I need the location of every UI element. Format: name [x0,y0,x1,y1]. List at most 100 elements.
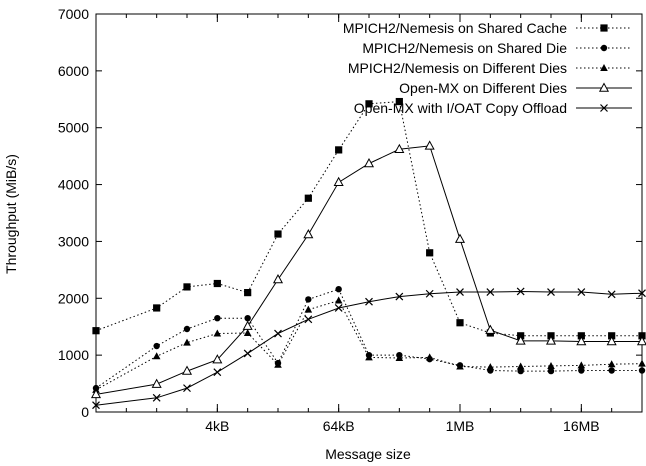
series-4 [90,140,646,399]
legend-label: MPICH2/Nemesis on Shared Die [362,40,567,56]
data-point [214,314,221,322]
data-point [303,229,314,239]
data-point [486,363,495,371]
data-point [395,353,404,361]
data-point [152,393,161,402]
data-point [456,362,464,370]
x-tick-label: 16MB [563,418,600,434]
data-point [426,249,434,257]
data-point [547,288,555,296]
x-axis: 4kB 64kB 1MB 16MB [95,14,643,434]
data-point [304,305,313,313]
data-point [152,352,161,360]
legend-marker [600,24,608,32]
data-point [485,324,496,334]
series-line [95,290,643,406]
data-point [183,384,191,393]
data-point [638,359,646,367]
data-point [608,332,616,340]
data-point [456,288,464,296]
data-point [92,327,100,335]
y-axis: 0 1000 2000 3000 4000 5000 6000 7000 [58,6,642,420]
data-point [305,296,312,303]
data-point [242,320,253,330]
data-point [244,314,251,322]
series-line [95,101,642,337]
data-point [545,335,557,345]
y-tick-label: 5000 [58,120,89,136]
data-point [333,176,344,186]
data-point [183,338,191,346]
series-5 [92,287,646,410]
data-point [365,353,373,361]
data-point [365,297,373,306]
data-point [213,329,222,337]
data-point [424,140,435,150]
x-tick-label: 64kB [323,418,355,434]
data-point [578,367,585,374]
data-point [606,335,617,346]
data-point [365,100,373,108]
y-axis-label: Throughput (MiB/s) [3,154,19,274]
y-tick-label: 1000 [58,347,89,363]
data-point [607,360,616,368]
data-point [183,325,191,333]
legend-marker [600,104,608,112]
data-point [213,279,221,288]
data-point [577,288,586,296]
data-point [486,288,495,296]
data-point [425,353,434,361]
series-1 [92,97,646,340]
data-point [90,388,102,399]
data-point [335,285,342,293]
data-point [274,329,282,338]
data-point [395,97,403,106]
legend-label: MPICH2/Nemesis on Different Dies [348,60,567,76]
y-tick-label: 6000 [58,63,89,79]
data-point [638,289,646,298]
series-line [95,288,642,389]
data-point [577,332,585,340]
data-point [274,230,282,238]
data-point [547,367,555,375]
data-point [607,290,616,299]
data-point [92,401,100,410]
data-point [244,289,252,297]
series-line [95,300,643,391]
data-point [243,328,252,336]
legend-marker [600,64,608,71]
data-point [636,335,646,346]
series-line [95,145,642,395]
series-3 [92,296,646,393]
x-tick-label: 4kB [205,418,229,434]
legend-marker [600,44,608,52]
data-point [395,292,404,301]
data-point [577,361,586,369]
data-point [456,319,464,327]
y-tick-label: 4000 [58,177,89,193]
data-point [334,296,343,304]
x-tick-label: 1MB [446,418,475,434]
series-layer [90,97,646,410]
y-tick-label: 2000 [58,290,89,306]
data-point [608,367,615,374]
data-point [576,335,587,346]
y-tick-label: 7000 [58,6,89,22]
y-tick-label: 3000 [58,233,89,249]
data-point [638,332,646,340]
data-point [547,361,555,369]
data-point [243,349,252,358]
data-point [212,354,223,364]
data-point [334,304,343,312]
legend-label: Open-MX with I/OAT Copy Offload [354,100,567,116]
x-axis-label: Message size [325,446,411,462]
data-point [394,143,405,154]
data-point [454,233,466,243]
data-point [274,360,282,368]
data-point [213,368,222,377]
data-point [151,378,162,388]
legend-label: MPICH2/Nemesis on Shared Cache [343,20,567,36]
data-point [516,287,525,296]
legend-label: Open-MX on Different Dies [399,80,567,96]
data-point [516,362,525,370]
